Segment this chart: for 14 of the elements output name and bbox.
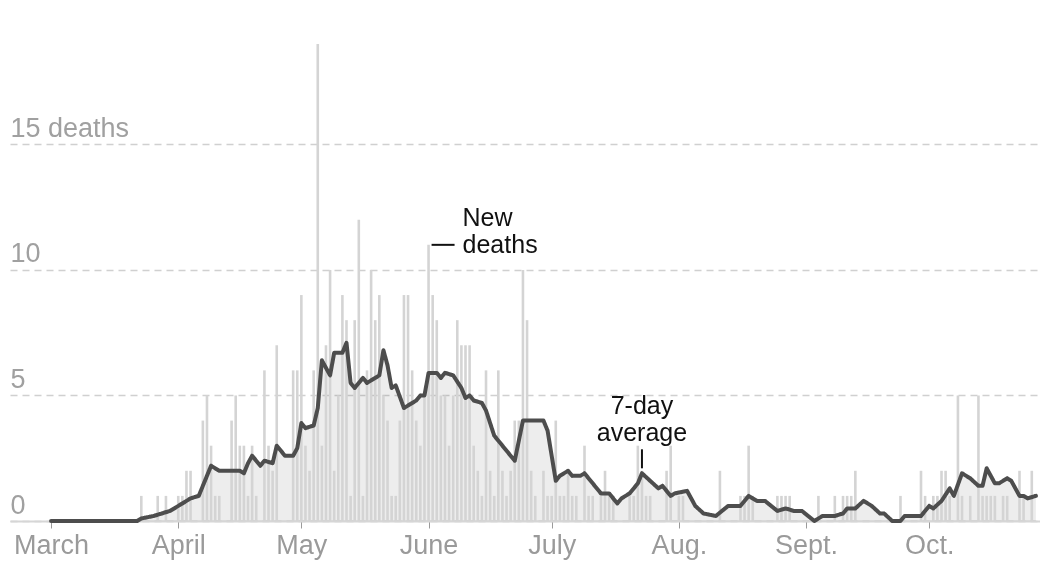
- y-tick-label: 15 deaths: [10, 112, 130, 143]
- y-tick-label: 10: [10, 238, 41, 269]
- x-tick-label: July: [528, 529, 577, 560]
- x-tick-label: April: [151, 529, 206, 560]
- y-tick-label: 5: [10, 363, 26, 394]
- x-tick-label: March: [14, 529, 90, 560]
- y-tick-label: 0: [10, 489, 26, 520]
- annotation: New deaths: [462, 203, 538, 259]
- x-tick-label: Sept.: [775, 529, 839, 560]
- x-tick-label: Aug.: [651, 529, 708, 560]
- x-tick-label: May: [276, 529, 328, 560]
- x-tick-label: June: [399, 529, 459, 560]
- x-tick-label: Oct.: [904, 529, 955, 560]
- annotation: 7-day average: [596, 391, 688, 447]
